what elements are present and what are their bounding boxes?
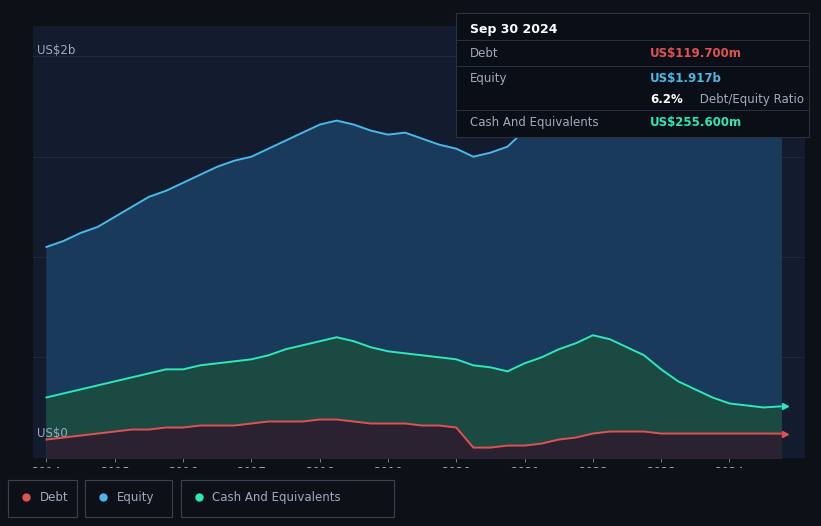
Text: US$1.917b: US$1.917b [650, 73, 722, 86]
Text: Debt: Debt [39, 491, 68, 503]
Text: US$2b: US$2b [37, 44, 75, 57]
Text: Equity: Equity [117, 491, 154, 503]
Text: Sep 30 2024: Sep 30 2024 [470, 23, 557, 36]
Text: US$0: US$0 [37, 427, 67, 440]
Text: US$255.600m: US$255.600m [650, 116, 742, 129]
Text: US$119.700m: US$119.700m [650, 46, 741, 59]
Text: Cash And Equivalents: Cash And Equivalents [470, 116, 599, 129]
Text: 6.2%: 6.2% [650, 94, 682, 106]
Text: Debt/Equity Ratio: Debt/Equity Ratio [695, 94, 804, 106]
Text: Equity: Equity [470, 73, 507, 86]
Text: Cash And Equivalents: Cash And Equivalents [212, 491, 341, 503]
Text: Debt: Debt [470, 46, 498, 59]
